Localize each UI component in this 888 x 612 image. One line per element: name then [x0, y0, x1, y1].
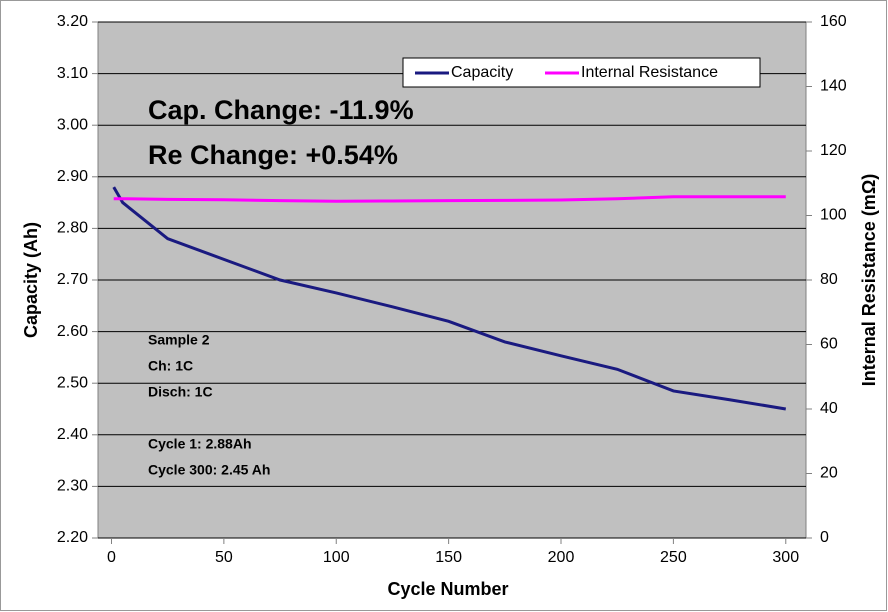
- y2-tick-label: 140: [820, 78, 847, 95]
- y2-tick-label: 120: [820, 142, 847, 159]
- x-tick-label: 100: [323, 549, 350, 566]
- y-tick-label: 2.80: [57, 220, 88, 237]
- x-tick-label: 50: [215, 549, 233, 566]
- y2-axis-label: Internal Resistance (mΩ): [859, 174, 879, 387]
- x-tick-label: 300: [772, 549, 799, 566]
- annotation: Cap. Change: -11.9%: [148, 95, 414, 125]
- y-tick-label: 2.40: [57, 426, 88, 443]
- annotation: Disch: 1C: [148, 384, 213, 400]
- x-tick-label: 250: [660, 549, 687, 566]
- y2-tick-label: 160: [820, 13, 847, 30]
- y-axis-label: Capacity (Ah): [21, 222, 41, 338]
- annotation: Cycle 1: 2.88Ah: [148, 436, 252, 452]
- x-tick-label: 0: [107, 549, 116, 566]
- y-tick-label: 2.50: [57, 374, 88, 391]
- legend-label: Internal Resistance: [581, 64, 718, 81]
- annotation: Sample 2: [148, 332, 210, 348]
- annotation: Cycle 300: 2.45 Ah: [148, 462, 270, 478]
- y-tick-label: 3.00: [57, 116, 88, 133]
- y-tick-label: 3.20: [57, 13, 88, 30]
- legend-label: Capacity: [451, 64, 513, 81]
- y-tick-label: 2.70: [57, 271, 88, 288]
- legend-box: [402, 57, 761, 88]
- y-tick-label: 2.20: [57, 529, 88, 546]
- y-tick-label: 2.90: [57, 168, 88, 185]
- y2-tick-label: 60: [820, 336, 838, 353]
- y2-tick-label: 0: [820, 529, 829, 546]
- annotation: Re Change: +0.54%: [148, 140, 398, 170]
- series-line: [112, 186, 787, 411]
- y2-tick-label: 80: [820, 271, 838, 288]
- y-tick-label: 2.60: [57, 323, 88, 340]
- y-tick-label: 2.30: [57, 478, 88, 495]
- series-line: [113, 195, 786, 203]
- y2-tick-label: 20: [820, 465, 838, 482]
- y-tick-label: 3.10: [57, 65, 88, 82]
- x-tick-label: 200: [548, 549, 575, 566]
- y2-tick-label: 40: [820, 400, 838, 417]
- annotation: Ch: 1C: [148, 358, 193, 374]
- x-axis-label: Cycle Number: [387, 579, 508, 599]
- y2-tick-label: 100: [820, 207, 847, 224]
- x-tick-label: 150: [435, 549, 462, 566]
